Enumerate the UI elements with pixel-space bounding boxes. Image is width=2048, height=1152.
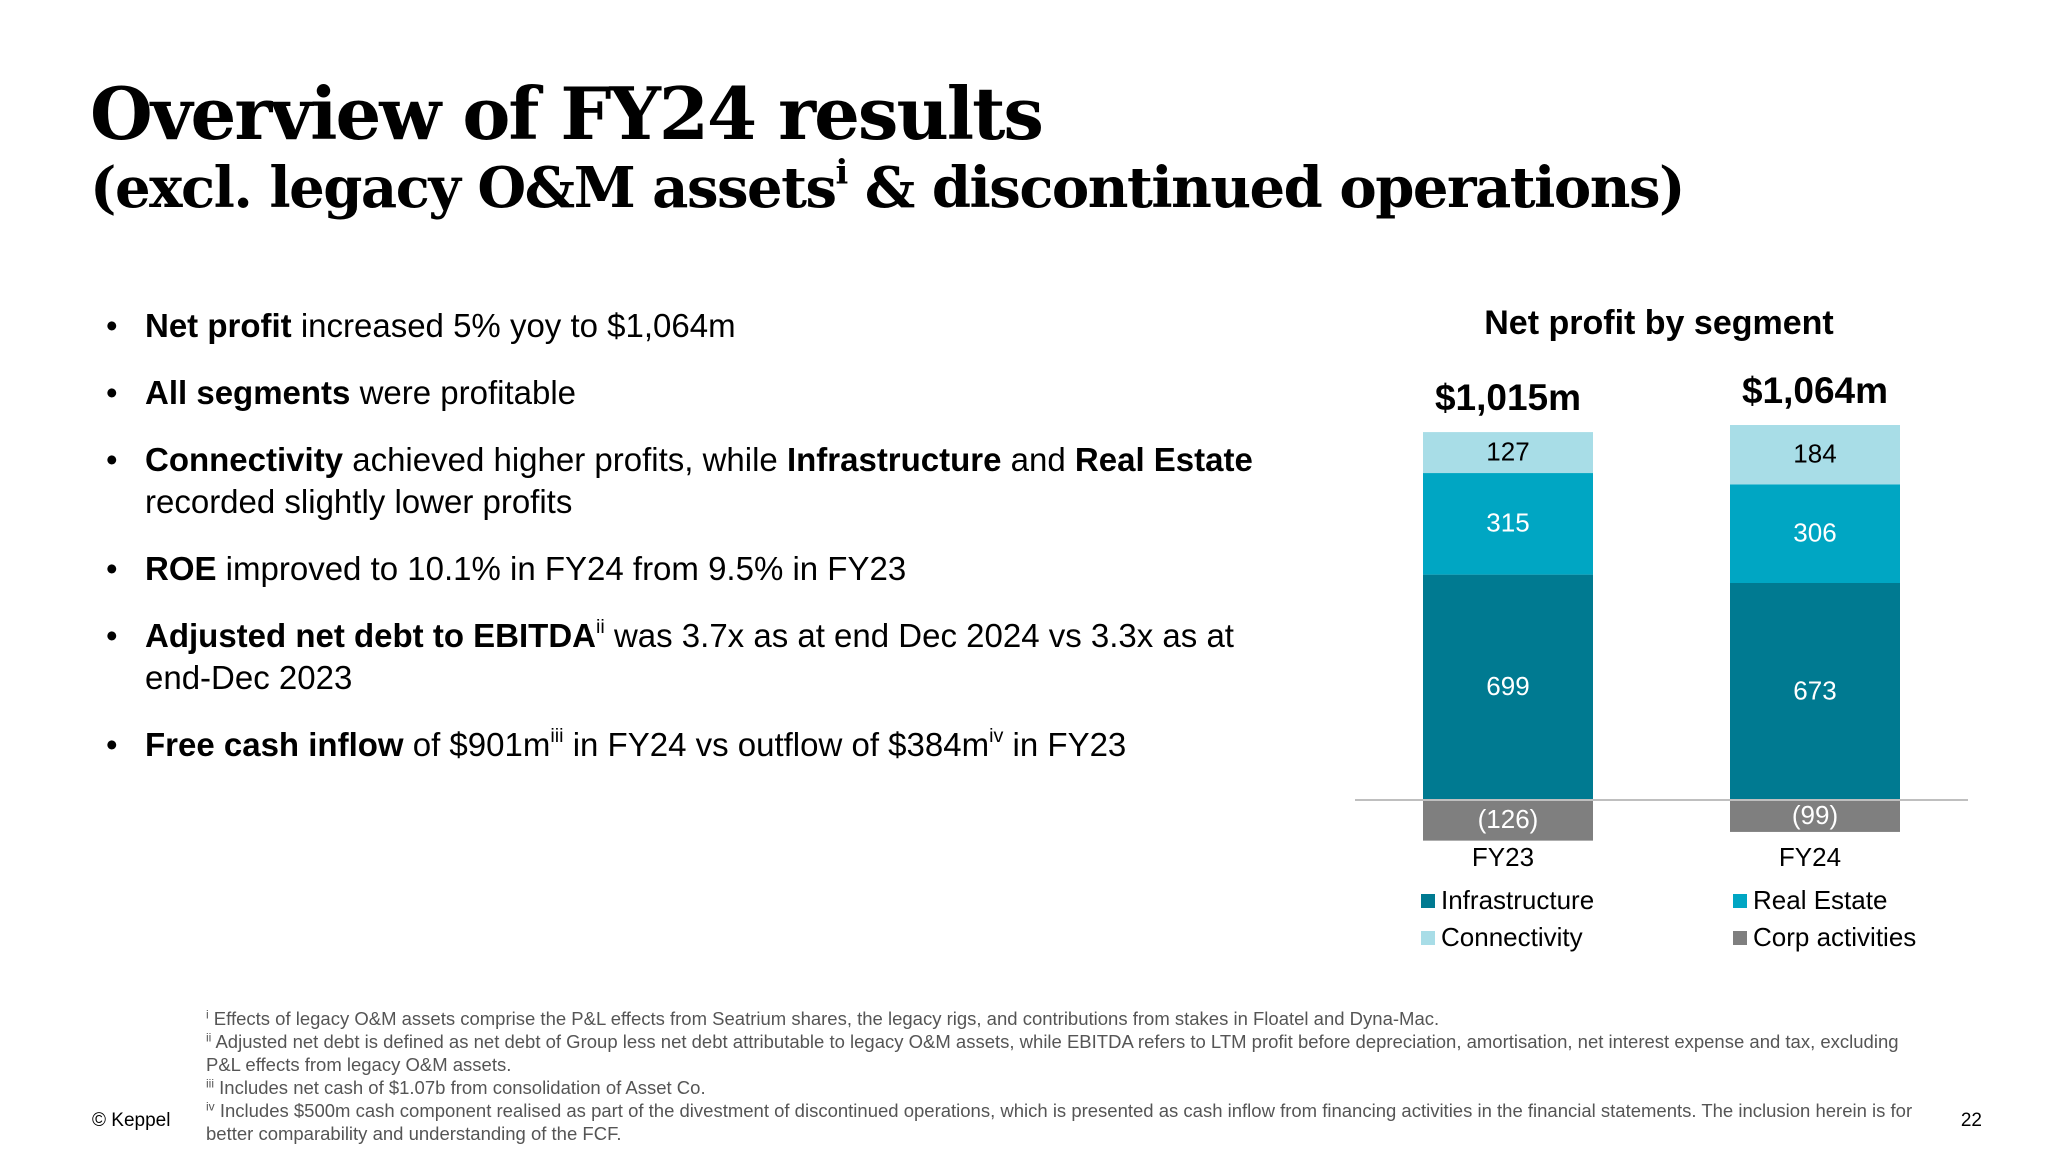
text-run: i [206, 1007, 209, 1022]
legend-label: Real Estate [1753, 885, 1887, 915]
x-tick-label: FY23 [1472, 842, 1534, 872]
x-tick-label: FY24 [1779, 842, 1841, 872]
copyright: © Keppel [92, 1110, 171, 1131]
text-run: Adjusted net debt is defined as net debt… [206, 1031, 1899, 1075]
text-run: in FY24 vs outflow of $384m [563, 726, 990, 763]
legend-label: Corp activities [1753, 922, 1916, 952]
total-label: $1,015m [1435, 377, 1581, 418]
bar-segment [1423, 800, 1593, 841]
bar-segment [1730, 484, 1900, 583]
text-run: recorded slightly lower profits [145, 483, 573, 520]
legend-swatch [1733, 931, 1747, 945]
text-run: Includes $500m cash component realised a… [206, 1100, 1913, 1144]
bullet: Connectivity achieved higher profits, wh… [100, 439, 1260, 523]
legend-label: Connectivity [1441, 922, 1583, 952]
footnotes: i Effects of legacy O&M assets comprise … [206, 1007, 1916, 1145]
text-run: All segments [145, 374, 351, 411]
legend-label: Infrastructure [1441, 885, 1594, 915]
text-run: was 3.7x as at end Dec 2024 vs 3.3x as a… [145, 617, 1234, 696]
footnote: i Effects of legacy O&M assets comprise … [206, 1007, 1916, 1030]
bullet: Adjusted net debt to EBITDAii was 3.7x a… [100, 615, 1260, 699]
footnote: ii Adjusted net debt is defined as net d… [206, 1030, 1916, 1076]
footnote: iv Includes $500m cash component realise… [206, 1099, 1916, 1145]
legend-swatch [1421, 931, 1435, 945]
data-label: (99) [1792, 800, 1838, 830]
data-label: 699 [1486, 671, 1529, 701]
subtitle: (excl. legacy O&M assetsi & discontinued… [90, 155, 1686, 216]
data-label: 315 [1486, 508, 1529, 538]
text-run: ii [595, 616, 605, 639]
text-run: Net profit [145, 307, 292, 344]
text-run: increased 5% yoy to $1,064m [291, 307, 736, 344]
text-run: iii [550, 725, 564, 748]
text-run: and [1001, 441, 1075, 478]
text-run: ii [206, 1030, 212, 1045]
text-run: improved to 10.1% in FY24 from 9.5% in F… [216, 550, 907, 587]
bullet: Free cash inflow of $901miii in FY24 vs … [100, 724, 1260, 766]
text-run: & discontinued operations) [846, 155, 1686, 221]
bar-segment [1730, 800, 1900, 832]
chart-title: Net profit by segment [1484, 304, 1833, 342]
bar-segment [1423, 574, 1593, 800]
bar-segment [1423, 473, 1593, 575]
text-run: (excl. legacy O&M assets [90, 155, 837, 221]
data-label: (126) [1478, 804, 1539, 834]
bullet-list: Net profit increased 5% yoy to $1,064m Al… [100, 305, 1260, 791]
text-run: iv [989, 725, 1004, 748]
legend-swatch [1733, 894, 1747, 908]
bullet: All segments were profitable [100, 372, 1260, 414]
text-run: Connectivity [145, 441, 344, 478]
text-run: ROE [145, 550, 217, 587]
text-run: of $901m [403, 726, 551, 763]
text-run: achieved higher profits, while [343, 441, 787, 478]
data-label: 184 [1793, 439, 1836, 469]
legend-swatch [1421, 894, 1435, 908]
footnote: iii Includes net cash of $1.07b from con… [206, 1076, 1916, 1099]
text-run: Includes net cash of $1.07b from consoli… [214, 1077, 706, 1098]
data-label: 673 [1793, 675, 1836, 705]
text-run: in FY23 [1003, 726, 1127, 763]
bar-segment [1730, 425, 1900, 485]
bar-segment [1423, 432, 1593, 474]
text-run: Infrastructure [786, 441, 1002, 478]
text-run: Free cash inflow [145, 726, 404, 763]
total-label: $1,064m [1742, 370, 1888, 411]
data-label: 306 [1793, 518, 1836, 548]
text-run: Adjusted net debt to EBITDA [145, 617, 596, 654]
bullet: Net profit increased 5% yoy to $1,064m [100, 305, 1260, 347]
text-run: i [835, 151, 849, 192]
bar-segment [1730, 582, 1900, 800]
bullet: ROE improved to 10.1% in FY24 from 9.5% … [100, 548, 1260, 590]
text-run: were profitable [350, 374, 577, 411]
text-run: Real Estate [1074, 441, 1253, 478]
text-run: iv [206, 1099, 215, 1114]
data-label: 127 [1486, 436, 1529, 466]
text-run: Effects of legacy O&M assets comprise th… [208, 1008, 1440, 1029]
title: Overview of FY24 results [90, 71, 1044, 156]
page-number: 22 [1960, 1110, 1982, 1131]
text-run: iii [206, 1076, 215, 1091]
